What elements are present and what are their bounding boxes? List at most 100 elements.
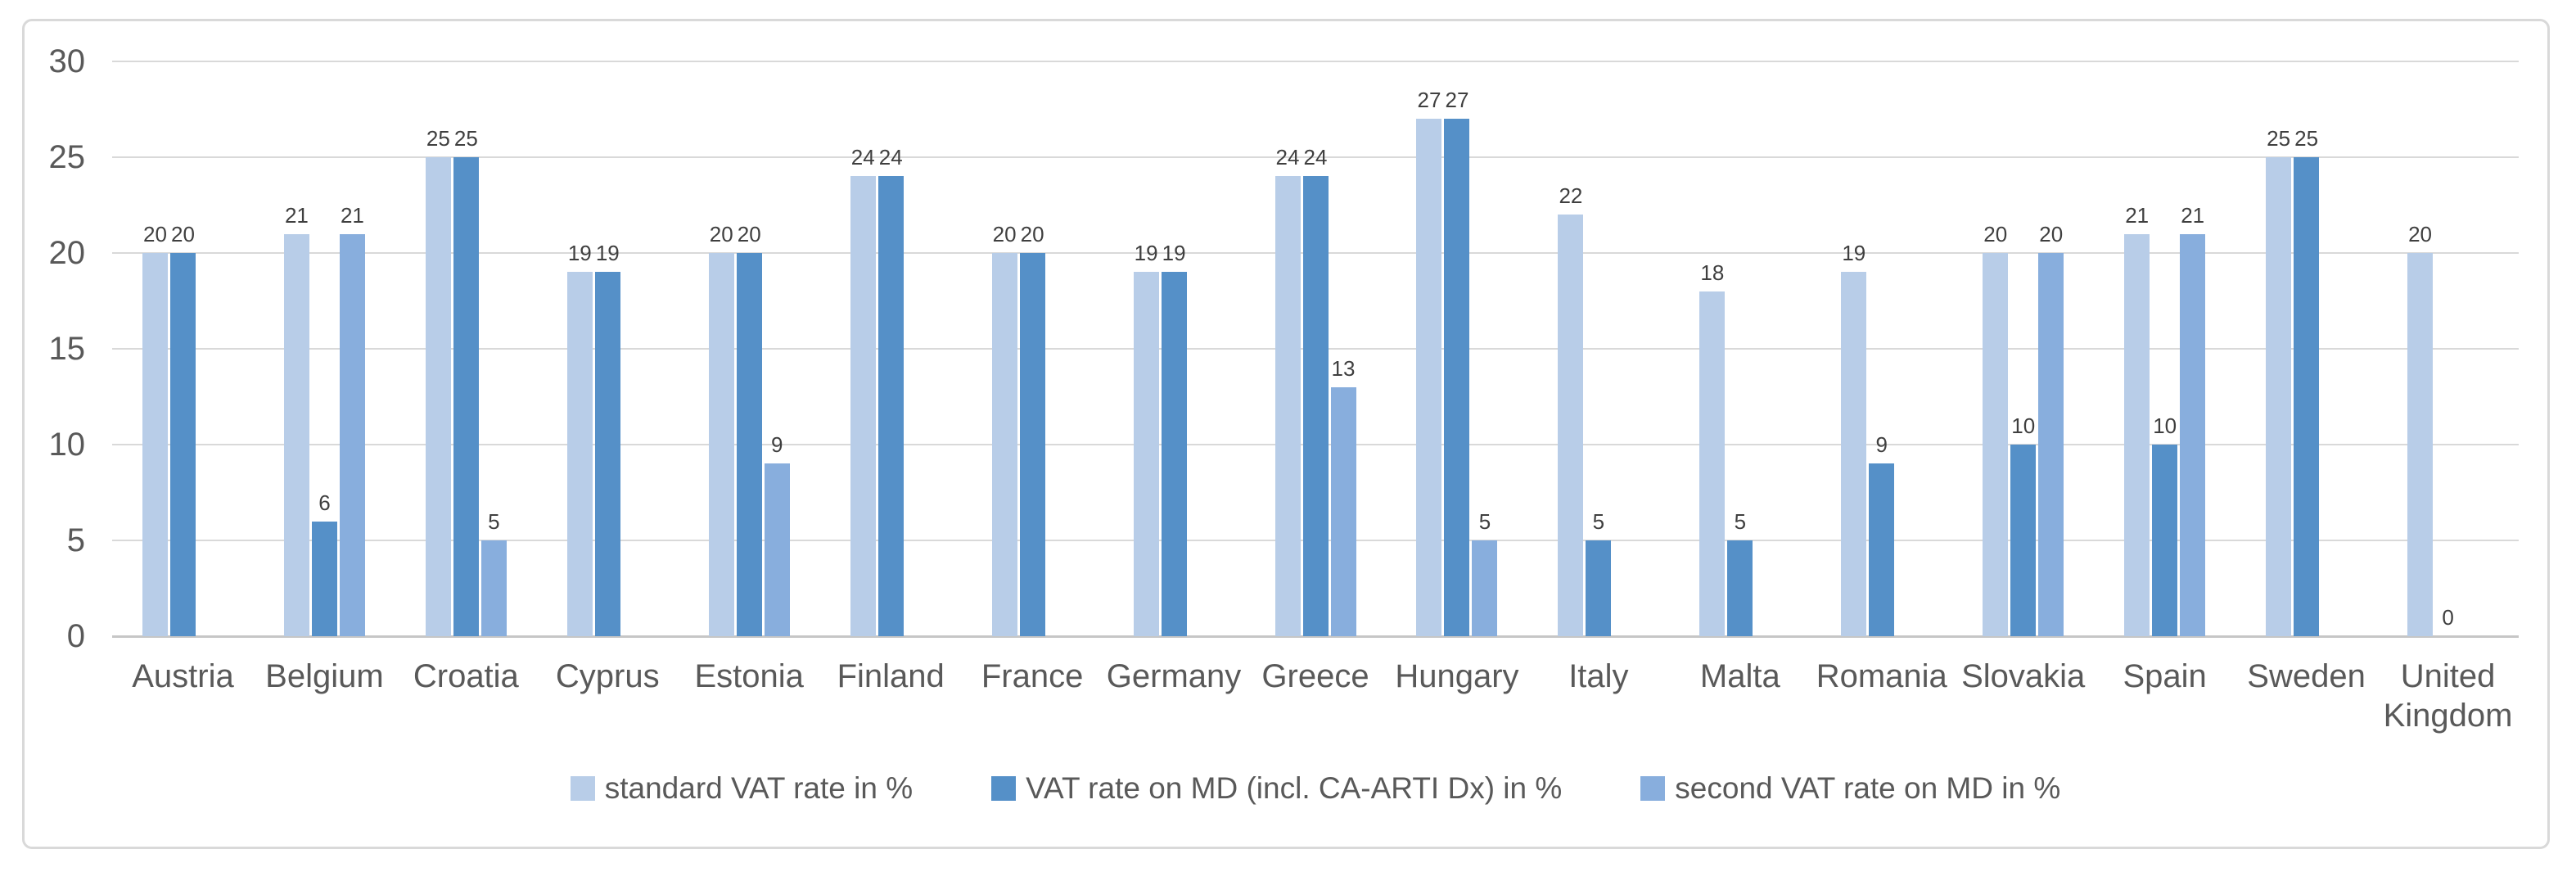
y-axis-tick-label: 5 — [66, 522, 85, 558]
bar-spain-s1 — [2124, 233, 2150, 636]
data-label: 21 — [2125, 202, 2150, 228]
bar-spain-s2 — [2152, 445, 2178, 636]
legend-swatch-icon — [991, 776, 1017, 801]
legend-label: second VAT rate on MD in % — [1675, 771, 2061, 805]
data-label: 21 — [340, 202, 364, 228]
bar-belgium-s2 — [311, 521, 337, 636]
bar-united-kingdom-s1 — [2407, 253, 2434, 636]
bar-sweden-s2 — [2294, 157, 2320, 636]
data-label: 20 — [1020, 222, 1044, 246]
y-axis-tick-label: 10 — [48, 427, 86, 463]
legend-item-2: VAT rate on MD (incl. CA-ARTI Dx) in % — [991, 770, 1562, 806]
legend-label: VAT rate on MD (incl. CA-ARTI Dx) in % — [1026, 771, 1563, 805]
bar-hungary-s3 — [1472, 540, 1498, 636]
category-label-spain: Spain — [2123, 658, 2207, 694]
bar-hungary-s2 — [1444, 119, 1470, 636]
category-label-italy: Italy — [1568, 658, 1629, 694]
bar-estonia-s2 — [736, 253, 762, 636]
bar-croatia-s1 — [425, 157, 451, 636]
bar-germany-s1 — [1133, 272, 1159, 636]
bar-romania-s2 — [1869, 463, 1895, 636]
data-label: 19 — [595, 241, 620, 266]
category-label-france: France — [981, 658, 1084, 694]
data-label: 10 — [2153, 413, 2177, 438]
y-axis-tick-label: 15 — [48, 331, 86, 367]
data-label: 20 — [737, 222, 761, 246]
bar-germany-s2 — [1161, 272, 1187, 636]
category-label-hungary: Hungary — [1395, 658, 1519, 694]
data-label: 13 — [1331, 355, 1356, 381]
data-label: 20 — [2039, 222, 2064, 246]
x-axis-line — [112, 635, 2519, 638]
y-axis-tick-label: 25 — [48, 139, 86, 175]
gridline — [112, 61, 2519, 62]
category-label-cyprus: Cyprus — [555, 658, 660, 694]
category-label-romania: Romania — [1816, 658, 1947, 694]
data-label: 5 — [488, 509, 500, 534]
data-label: 9 — [1875, 432, 1888, 458]
data-label: 19 — [1842, 241, 1866, 266]
data-label: 18 — [1700, 260, 1725, 285]
data-label: 20 — [709, 222, 733, 246]
data-label: 24 — [1303, 145, 1328, 170]
legend-item-3: second VAT rate on MD in % — [1640, 770, 2060, 806]
bar-estonia-s1 — [708, 253, 734, 636]
bar-austria-s1 — [142, 253, 168, 636]
data-label: 25 — [426, 126, 450, 151]
bar-estonia-s3 — [764, 463, 790, 636]
bar-spain-s3 — [2180, 233, 2206, 636]
data-label: 24 — [1275, 145, 1300, 170]
category-label-estonia: Estonia — [694, 658, 804, 694]
bar-slovakia-s2 — [2010, 445, 2037, 636]
data-label: 25 — [453, 126, 478, 151]
data-label: 25 — [2267, 126, 2291, 151]
data-label: 21 — [284, 202, 309, 228]
data-label: 6 — [318, 490, 331, 515]
bar-france-s2 — [1019, 253, 1045, 636]
data-label: 5 — [1478, 509, 1491, 534]
category-label-belgium: Belgium — [265, 658, 384, 694]
bar-croatia-s3 — [480, 540, 507, 636]
data-label: 19 — [567, 241, 592, 266]
legend-swatch-icon — [1640, 776, 1666, 801]
category-label-croatia: Croatia — [413, 658, 519, 694]
bar-finland-s1 — [850, 176, 876, 636]
data-label: 19 — [1162, 241, 1186, 266]
gridline — [112, 156, 2519, 158]
data-label: 19 — [1134, 241, 1158, 266]
bar-belgium-s3 — [339, 233, 365, 636]
bar-belgium-s1 — [283, 233, 309, 636]
bar-finland-s2 — [877, 176, 904, 636]
category-label-slovakia: Slovakia — [1961, 658, 2086, 694]
data-label: 20 — [1983, 222, 2008, 246]
data-label: 20 — [143, 222, 167, 246]
y-axis-tick-label: 0 — [66, 618, 85, 654]
bar-slovakia-s1 — [1983, 253, 2009, 636]
y-axis-tick-label: 30 — [48, 43, 86, 79]
category-label-finland: Finland — [837, 658, 945, 694]
data-label: 20 — [992, 222, 1017, 246]
bar-austria-s2 — [170, 253, 196, 636]
bar-slovakia-s3 — [2038, 253, 2064, 636]
bar-hungary-s1 — [1416, 119, 1442, 636]
bar-greece-s2 — [1302, 176, 1329, 636]
category-label-united-kingdom: United Kingdom — [2383, 658, 2513, 734]
category-label-sweden: Sweden — [2247, 658, 2366, 694]
data-label: 0 — [2442, 605, 2454, 630]
bar-cyprus-s2 — [594, 272, 620, 636]
category-label-austria: Austria — [132, 658, 234, 694]
legend-swatch-icon — [570, 776, 595, 801]
data-label: 24 — [850, 145, 875, 170]
data-label: 22 — [1559, 183, 1583, 209]
data-label: 27 — [1445, 88, 1469, 113]
y-axis-tick-label: 20 — [48, 235, 86, 271]
data-label: 25 — [2294, 126, 2319, 151]
data-label: 20 — [2408, 222, 2432, 246]
bar-croatia-s2 — [453, 157, 479, 636]
bar-greece-s1 — [1274, 176, 1301, 636]
bar-sweden-s1 — [2266, 157, 2292, 636]
data-label: 5 — [1734, 509, 1747, 534]
data-label: 9 — [771, 432, 783, 458]
bar-italy-s1 — [1558, 215, 1584, 636]
